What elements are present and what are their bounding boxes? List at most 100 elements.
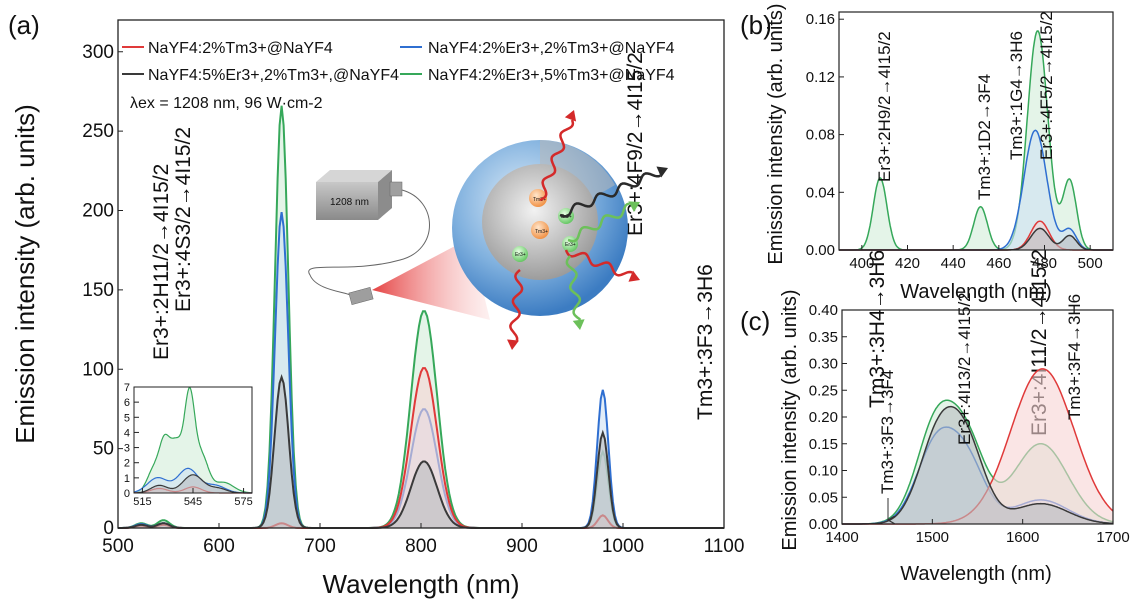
emission-arrowhead — [564, 110, 577, 122]
emission-waves — [507, 110, 668, 350]
y-tick-label: 0.05 — [809, 489, 838, 506]
annot-a-er-4f92: Er3+:4F9/2→4I15/2 — [624, 52, 647, 236]
x-tick-label: 700 — [304, 536, 336, 557]
emission-wave — [509, 269, 524, 341]
x-tick-label: 1700 — [1096, 529, 1129, 546]
series-line-s3 — [134, 474, 252, 494]
laser-label: 1208 nm — [330, 197, 369, 208]
panel-c-ylabel: Emission intensity (arb. units) — [779, 289, 801, 550]
emission-wave — [565, 255, 582, 321]
emission-wave — [564, 249, 633, 277]
panel-a-label: (a) — [8, 10, 40, 40]
panel-b: (b) 400 420 440 460 480 500 0.00 0.04 0.08 0.12 0.… — [740, 3, 1114, 303]
y-tick-label: 0.30 — [809, 356, 838, 373]
laser-box-top — [316, 170, 392, 182]
y-tick-label: 0.00 — [809, 516, 838, 533]
series-line-s4 — [839, 30, 1113, 251]
panel-a-xlabel: Wavelength (nm) — [323, 569, 520, 599]
fiber-cable — [308, 189, 430, 296]
tm-ion — [529, 189, 547, 207]
series-area-s3 — [118, 377, 724, 528]
y-tick-label: 0.10 — [809, 463, 838, 480]
annot-c-er-4i132: Er3+:4I13/2→4I15/2 — [955, 292, 974, 445]
legend: NaYF4:2%Tm3+@NaYF4 NaYF4:2%Er3+,2%Tm3+@N… — [122, 40, 675, 84]
series-line-s4 — [134, 386, 252, 494]
x-tick-label: 515 — [133, 496, 151, 508]
y-tick-label: 250 — [82, 121, 114, 142]
panel-a: (a) 500 600 700 800 900 1000 11000501001502002… — [8, 10, 1051, 599]
x-tick-label: 400 — [849, 255, 874, 272]
x-tick-label: 1600 — [1006, 529, 1039, 546]
x-tick-label: 480 — [1032, 255, 1057, 272]
y-tick-label: 300 — [82, 42, 114, 63]
series-area-s3 — [134, 474, 252, 493]
emission-arrowhead — [572, 319, 585, 330]
y-tick-label: 1 — [124, 473, 130, 485]
emission-arrowhead — [628, 201, 640, 212]
y-tick-label: 4 — [124, 427, 130, 439]
emission-arrowhead — [507, 339, 519, 350]
y-tick-label: 50 — [93, 439, 114, 460]
y-tick-label: 0.15 — [809, 436, 838, 453]
annot-a-er-4s32: Er3+:4S3/2→4I15/2 — [172, 127, 195, 312]
panel-c-ticks: 1400 1500 1600 1700 0.00 0.05 0.10 0.15 0.20 0.25… — [809, 302, 1130, 546]
panel-a-ticks: 500 600 700 800 900 1000 110005010015020025030… — [82, 42, 744, 557]
panel-b-ticks: 400 420 440 460 480 500 0.00 0.04 0.08 0.12 0.16 — [806, 11, 1103, 272]
annot-a-tm-3h4: Tm3+:3H4→3H6 — [866, 250, 889, 408]
x-tick-label: 600 — [203, 536, 235, 557]
legend-label-s1: NaYF4:2%Tm3+@NaYF4 — [148, 40, 333, 57]
panel-c-plot — [842, 368, 1114, 525]
panel-c-xlabel: Wavelength (nm) — [900, 563, 1052, 585]
emission-arrowhead — [656, 166, 668, 178]
annot-b-tm-1g4: Tm3+:1G4→3H6 — [1007, 31, 1026, 160]
inset-ticks: 515 545 575 0 1 2 3 4 5 6 7 — [124, 382, 253, 508]
emission-wave — [567, 202, 630, 243]
laser-box-side — [378, 170, 392, 220]
y-tick-label: 100 — [82, 359, 114, 380]
annot-b-er-2h92: Er3+:2H9/2→4I15/2 — [875, 31, 894, 182]
y-tick-label: 0 — [103, 518, 114, 539]
excitation-text: λex = 1208 nm, 96 W·cm-2 — [130, 95, 323, 112]
legend-label-s4: NaYF4:2%Er3+,5%Tm3+@NaYF4 — [428, 67, 675, 84]
y-tick-label: 0.40 — [809, 302, 838, 319]
y-tick-label: 0.12 — [806, 69, 835, 86]
laser-box-front — [316, 182, 378, 220]
y-tick-label: 0.25 — [809, 382, 838, 399]
x-tick-label: 900 — [506, 536, 538, 557]
x-tick-label: 1000 — [602, 536, 644, 557]
series-area-s1 — [842, 368, 1113, 524]
annot-b-er-4f52: Er3+:4F5/2→4I15/2 — [1037, 11, 1056, 160]
panel-b-label: (b) — [740, 10, 772, 40]
tm-ion — [531, 221, 549, 239]
emission-wave — [539, 119, 575, 202]
series-area-s4 — [134, 387, 252, 493]
inset-chart: 515 545 575 0 1 2 3 4 5 6 7 — [124, 382, 253, 508]
annot-a-er-2h112: Er3+:2H11/2→4I15/2 — [150, 164, 173, 360]
x-tick-label: 545 — [184, 496, 202, 508]
x-tick-label: 575 — [234, 496, 252, 508]
annot-c-tm-3f4: Tm3+:3F4→3H6 — [1065, 294, 1084, 420]
panel-b-ylabel: Emission intensity (arb. units) — [765, 3, 787, 264]
series-area-s3 — [839, 228, 1113, 250]
x-tick-label: 1400 — [825, 529, 858, 546]
legend-label-s2: NaYF4:2%Er3+,2%Tm3+@NaYF4 — [428, 40, 675, 57]
panel-b-xlabel: Wavelength (nm) — [900, 281, 1052, 303]
legend-label-s3: NaYF4:5%Er3+,2%Tm3+,@NaYF4 — [148, 67, 399, 84]
x-tick-label: 500 — [1078, 255, 1103, 272]
y-tick-label: 0 — [124, 488, 130, 500]
laser-port — [389, 181, 403, 197]
x-tick-label: 1100 — [704, 536, 745, 557]
y-tick-label: 200 — [82, 201, 114, 222]
panel-c: (c) 1400 1500 1600 1700 0.00 0.05 0.10 0.15 0.20… — [740, 289, 1130, 585]
y-tick-label: 5 — [124, 412, 130, 424]
emission-arrowhead — [628, 270, 640, 282]
panel-b-frame — [838, 11, 1114, 251]
y-tick-label: 0.35 — [809, 329, 838, 346]
annot-b-tm-1d2: Tm3+:1D2→3F4 — [975, 74, 994, 200]
tm-ion-label: Tm3+ — [535, 229, 548, 235]
y-tick-label: 7 — [124, 382, 130, 394]
series-area-s2 — [839, 130, 1113, 250]
panel-a-ylabel: Emission intensity (arb. units) — [10, 104, 40, 444]
emission-wave — [559, 172, 661, 218]
